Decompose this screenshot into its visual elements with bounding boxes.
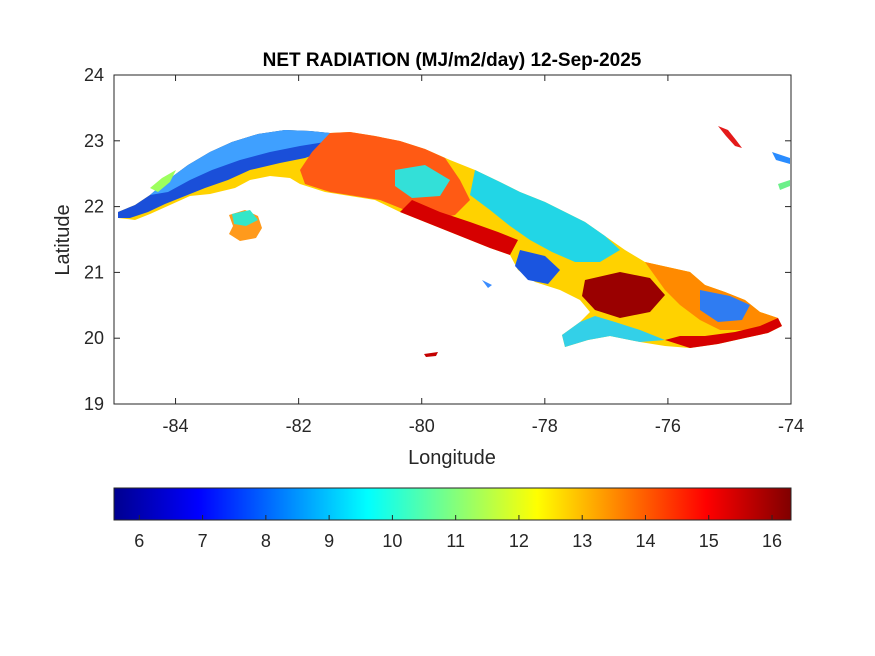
cay-northeast bbox=[718, 126, 742, 148]
y-tick-label: 21 bbox=[84, 262, 104, 282]
cay-south bbox=[424, 352, 438, 357]
x-tick-label: -84 bbox=[163, 416, 189, 436]
radiation-field bbox=[118, 126, 790, 357]
y-tick-label: 22 bbox=[84, 197, 104, 217]
chart-title: NET RADIATION (MJ/m2/day) 12-Sep-2025 bbox=[263, 50, 642, 71]
y-axis-label: Latitude bbox=[52, 204, 74, 275]
granma-hot-zone bbox=[582, 272, 665, 318]
colorbar-tick-label: 13 bbox=[572, 531, 592, 551]
y-tick-label: 23 bbox=[84, 131, 104, 151]
colorbar-tick-label: 16 bbox=[762, 531, 782, 551]
y-tick-label: 24 bbox=[84, 65, 104, 85]
colorbar-tick-label: 11 bbox=[446, 531, 465, 551]
colorbar-tick-label: 6 bbox=[134, 531, 144, 551]
colorbar: 6 7 8 9 10 11 12 13 14 15 16 bbox=[113, 487, 792, 551]
south-coast-east bbox=[665, 318, 782, 348]
cay-central-south bbox=[482, 280, 492, 288]
colorbar-tick-label: 15 bbox=[699, 531, 719, 551]
central-high-zone bbox=[300, 132, 470, 220]
southwest-peninsula bbox=[562, 316, 665, 347]
west-cyan-edge bbox=[150, 130, 330, 195]
y-axis: 19 20 21 22 23 24 Latitude bbox=[52, 65, 791, 414]
x-tick-label: -82 bbox=[286, 416, 312, 436]
colorbar-tick-label: 9 bbox=[324, 531, 334, 551]
colorbar-tick-label: 10 bbox=[382, 531, 402, 551]
colorbar-tick-label: 14 bbox=[635, 531, 655, 551]
colorbar-tick-label: 7 bbox=[198, 531, 208, 551]
central-east-zone bbox=[470, 170, 620, 262]
west-low-zone bbox=[118, 130, 330, 218]
colorbar-gradient bbox=[113, 487, 792, 521]
x-tick-label: -74 bbox=[778, 416, 804, 436]
colorbar-tick-label: 12 bbox=[509, 531, 529, 551]
cay-east-1 bbox=[772, 152, 790, 164]
cay-east-2 bbox=[778, 180, 790, 190]
camaguey-patch bbox=[515, 250, 560, 284]
west-green-tip bbox=[150, 170, 176, 192]
map-axes bbox=[113, 74, 792, 405]
x-tick-label: -80 bbox=[409, 416, 435, 436]
isla-juventud-north bbox=[232, 210, 258, 226]
x-axis-label: Longitude bbox=[408, 447, 496, 469]
x-axis: -84 -82 -80 -78 -76 -74 Longitude bbox=[163, 75, 804, 469]
x-tick-label: -78 bbox=[532, 416, 558, 436]
south-coast-band bbox=[400, 200, 518, 255]
y-tick-label: 20 bbox=[84, 328, 104, 348]
colorbar-tick-label: 8 bbox=[261, 531, 271, 551]
east-blue-patch bbox=[700, 290, 750, 322]
x-tick-label: -76 bbox=[655, 416, 681, 436]
y-tick-label: 19 bbox=[84, 394, 104, 414]
central-cyan-patch bbox=[395, 165, 450, 198]
